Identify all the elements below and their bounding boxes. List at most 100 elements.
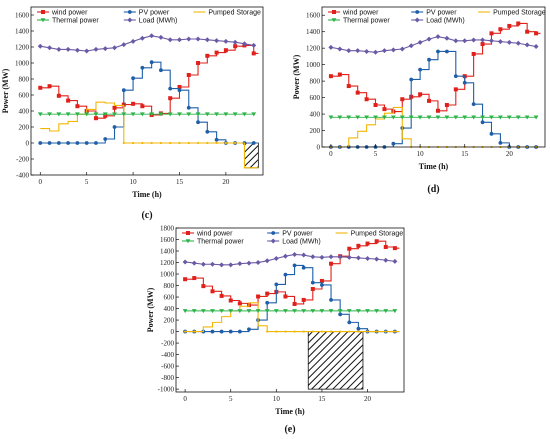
series-line-load (40, 35, 254, 52)
data-point-wind (223, 48, 228, 53)
data-point-pv (177, 88, 182, 93)
data-point-pv (228, 329, 233, 334)
data-point-wind (205, 53, 210, 58)
data-point-wind (364, 97, 369, 102)
data-point-load (355, 48, 361, 54)
data-point-pumped (184, 330, 187, 333)
data-point-thermal (84, 112, 90, 117)
data-point-pv (436, 49, 440, 54)
data-point-wind (219, 293, 224, 298)
data-point-pv (329, 298, 333, 302)
y-tick-label: 800 (310, 77, 321, 85)
data-point-thermal (435, 115, 441, 120)
data-point-load (337, 254, 343, 260)
data-point-load (426, 36, 432, 42)
data-point-wind (418, 92, 423, 97)
data-point-pv (237, 329, 242, 334)
data-point-pumped (159, 141, 163, 145)
series-line-wind (185, 240, 400, 306)
data-point-wind (382, 107, 387, 112)
data-point-pv (427, 57, 431, 62)
data-point-wind (392, 246, 397, 251)
data-point-pumped (275, 330, 278, 333)
legend-marker-pv (415, 10, 420, 14)
data-point-pv (453, 74, 458, 79)
data-point-pv (418, 67, 423, 72)
x-tick-label: 10 (417, 150, 425, 158)
x-tick-label: 10 (130, 178, 138, 186)
data-point-thermal (283, 309, 288, 314)
data-point-thermal (102, 112, 108, 117)
y-tick-label: 600 (164, 293, 175, 301)
data-point-thermal (374, 309, 380, 314)
data-point-load (408, 43, 414, 49)
data-point-load (204, 37, 210, 43)
data-point-thermal (121, 112, 127, 117)
data-point-thermal (204, 112, 210, 117)
legend-marker-thermal (331, 18, 337, 23)
data-point-pumped (206, 141, 209, 145)
y-tick-label: 1200 (160, 259, 175, 267)
data-point-pv (149, 60, 154, 65)
data-point-load (186, 36, 192, 42)
legend-marker-wind (332, 10, 336, 14)
data-point-load (264, 258, 270, 264)
data-point-pv (84, 141, 89, 145)
y-tick-label: 0 (171, 328, 175, 336)
data-point-load (381, 48, 387, 54)
data-point-wind (201, 284, 206, 289)
y-tick-label: -1000 (158, 385, 175, 393)
data-point-load (195, 36, 201, 42)
data-point-thermal (167, 112, 173, 117)
data-point-load (515, 40, 521, 46)
x-tick-label: 5 (85, 178, 89, 186)
data-point-pv (219, 329, 224, 334)
legend-entry-pv: PV power (426, 9, 457, 16)
data-point-wind (507, 23, 512, 28)
data-point-pumped (224, 141, 227, 145)
data-point-thermal (228, 309, 234, 314)
data-point-load (56, 46, 62, 52)
legend-entry-pumped: Pumped Storage (493, 9, 546, 16)
data-point-wind (265, 291, 270, 296)
y-tick-label: 200 (310, 127, 321, 135)
data-point-pumped (150, 141, 153, 145)
data-point-pv (210, 329, 215, 334)
data-point-thermal (453, 115, 459, 120)
series-line-wind (40, 44, 259, 119)
data-point-wind (374, 239, 379, 244)
data-point-load (209, 261, 215, 267)
data-point-wind (346, 84, 351, 89)
data-point-load (176, 37, 182, 43)
data-point-load (346, 48, 352, 54)
y-tick-label: -200 (161, 339, 174, 347)
data-point-load (232, 39, 238, 45)
data-point-thermal (392, 309, 398, 314)
data-point-wind (140, 104, 145, 109)
data-point-load (149, 33, 155, 39)
x-axis-label-c: Time (h) (132, 190, 162, 199)
data-point-load (383, 257, 389, 263)
data-point-pumped (215, 141, 218, 145)
data-point-wind (292, 301, 297, 306)
data-point-wind (373, 103, 378, 107)
y-tick-label: 1400 (15, 27, 30, 35)
y-tick-label: 1600 (15, 11, 30, 19)
data-point-thermal (355, 115, 361, 120)
data-point-wind (168, 96, 173, 101)
y-tick-label: -200 (16, 155, 29, 163)
data-point-pv (356, 326, 361, 331)
data-point-wind (471, 51, 476, 56)
x-axis-label-e: Time (h) (275, 407, 305, 416)
data-point-load (121, 42, 127, 48)
data-point-pumped (187, 141, 190, 145)
data-point-wind (256, 294, 261, 299)
data-point-pv (338, 312, 343, 317)
y-tick-label: 200 (19, 123, 30, 131)
data-point-pumped (196, 141, 200, 145)
data-point-wind (444, 103, 449, 107)
legend-entry-load: Load (MWh) (139, 17, 178, 24)
series-line-load (330, 36, 537, 53)
data-point-load (251, 42, 257, 48)
